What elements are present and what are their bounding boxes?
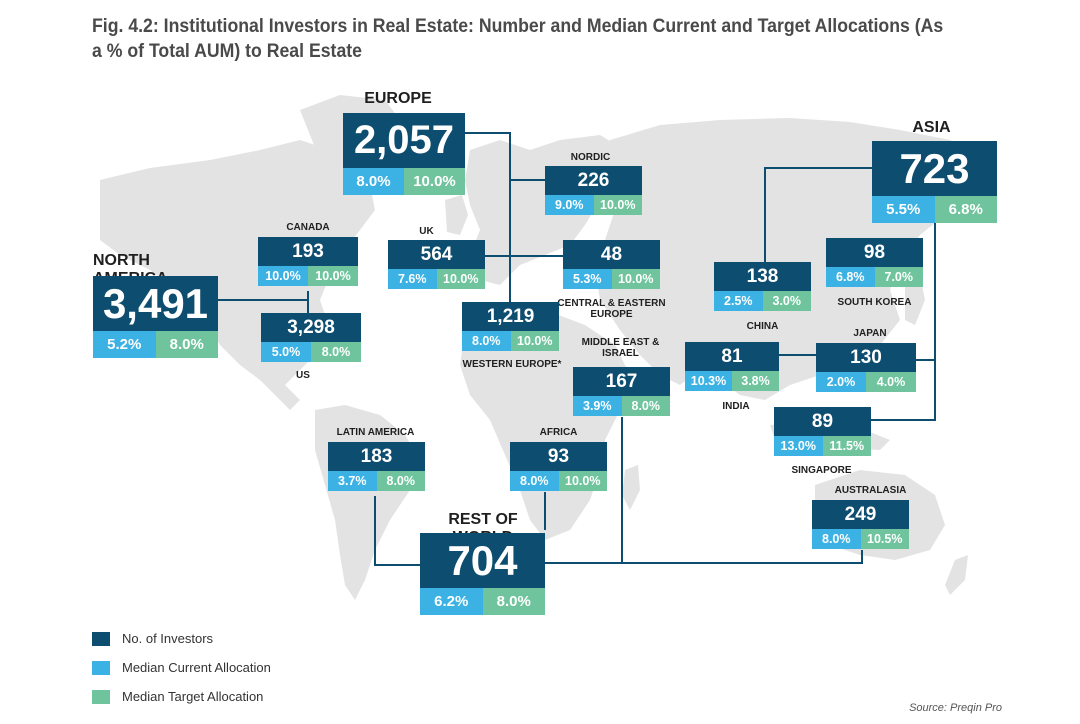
- median-target-allocation: 10.0%: [308, 266, 358, 286]
- median-target-allocation: 8.0%: [311, 342, 361, 362]
- uk-landmass: [445, 195, 468, 235]
- chart-title: Fig. 4.2: Institutional Investors in Rea…: [92, 16, 944, 62]
- connector-asia-china: [764, 167, 872, 262]
- median-current-allocation: 6.2%: [420, 588, 483, 615]
- median-target-allocation: 3.0%: [762, 291, 811, 311]
- median-target-allocation: 10.0%: [510, 331, 559, 351]
- median-target-allocation: 10.0%: [436, 269, 485, 289]
- investor-count: 98: [826, 238, 923, 267]
- region-label: ASIA: [912, 119, 951, 136]
- region-label: EUROPE: [364, 90, 432, 107]
- median-target-allocation: 10.5%: [860, 529, 909, 549]
- median-target-allocation: 6.8%: [934, 196, 997, 223]
- legend-label: No. of Investors: [122, 631, 214, 646]
- legend-label: Median Target Allocation: [122, 689, 264, 704]
- median-target-allocation: 10.0%: [593, 195, 642, 215]
- investor-count: 226: [545, 166, 642, 195]
- median-current-allocation: 5.2%: [93, 331, 156, 358]
- median-target-allocation: 8.0%: [621, 396, 670, 416]
- median-current-allocation: 3.7%: [328, 471, 377, 491]
- region-label: AFRICA: [539, 427, 578, 438]
- median-current-allocation: 6.8%: [826, 267, 875, 287]
- investor-count: 193: [258, 237, 358, 266]
- median-current-allocation: 8.0%: [812, 529, 861, 549]
- region-label: US: [296, 370, 310, 381]
- median-current-allocation: 10.3%: [685, 371, 732, 391]
- region-label: INDIA: [722, 401, 750, 412]
- legend-item-target-allocation: Median Target Allocation: [92, 682, 271, 711]
- region-label: SOUTH KOREA: [837, 297, 912, 308]
- investor-count: 183: [328, 442, 425, 471]
- median-current-allocation: 5.3%: [563, 269, 612, 289]
- median-current-allocation: 3.9%: [573, 396, 622, 416]
- investor-count: 3,298: [261, 313, 361, 342]
- region-label: LATIN AMERICA: [336, 427, 415, 438]
- median-current-allocation: 5.5%: [872, 196, 935, 223]
- region-label: WESTERN EUROPE*: [462, 359, 562, 370]
- region-label: CANADA: [286, 222, 330, 233]
- median-current-allocation: 8.0%: [343, 168, 404, 195]
- investor-count: 167: [573, 367, 670, 396]
- investor-count: 3,491: [93, 276, 218, 331]
- median-current-allocation: 2.5%: [714, 291, 763, 311]
- median-current-allocation: 8.0%: [462, 331, 511, 351]
- legend-label: Median Current Allocation: [122, 660, 271, 675]
- region-label: MIDDLE EAST & ISRAEL: [581, 337, 660, 359]
- legend: No. of Investors Median Current Allocati…: [92, 624, 271, 711]
- connector-row: [545, 550, 863, 564]
- region-label: AUSTRALASIA: [834, 485, 907, 496]
- investor-count: 2,057: [343, 113, 465, 168]
- investor-count: 138: [714, 262, 811, 291]
- median-target-allocation: 7.0%: [874, 267, 923, 287]
- investor-count: 564: [388, 240, 485, 269]
- madagascar-landmass: [622, 465, 640, 510]
- median-current-allocation: 13.0%: [774, 436, 823, 456]
- investor-count: 1,219: [462, 302, 559, 331]
- connector-asia: [871, 223, 936, 421]
- region-label: JAPAN: [853, 328, 887, 339]
- legend-item-current-allocation: Median Current Allocation: [92, 653, 271, 682]
- median-current-allocation: 5.0%: [261, 342, 311, 362]
- connector-lines: [218, 132, 936, 566]
- median-target-allocation: 8.0%: [376, 471, 425, 491]
- median-target-allocation: 10.0%: [558, 471, 607, 491]
- median-current-allocation: 8.0%: [510, 471, 559, 491]
- region-label: CENTRAL & EASTERN EUROPE: [557, 298, 666, 320]
- region-label: UK: [419, 226, 434, 237]
- legend-swatch: [92, 689, 110, 704]
- legend-swatch: [92, 660, 110, 675]
- legend-item-investors: No. of Investors: [92, 624, 271, 653]
- connector-europe: [465, 132, 511, 302]
- median-current-allocation: 10.0%: [258, 266, 308, 286]
- investor-count: 93: [510, 442, 607, 471]
- median-current-allocation: 9.0%: [545, 195, 594, 215]
- investor-count: 704: [420, 533, 545, 588]
- median-target-allocation: 8.0%: [482, 588, 545, 615]
- region-label: CHINA: [746, 321, 779, 332]
- investor-count: 89: [774, 407, 871, 436]
- median-target-allocation: 10.0%: [404, 168, 465, 195]
- investor-count: 723: [872, 141, 997, 196]
- median-target-allocation: 3.8%: [732, 371, 779, 391]
- source-note: Source: Preqin Pro: [909, 702, 1002, 714]
- legend-swatch: [92, 631, 110, 646]
- median-target-allocation: 4.0%: [866, 372, 916, 392]
- connector-row-latam: [374, 496, 420, 566]
- median-target-allocation: 10.0%: [611, 269, 660, 289]
- region-label: SINGAPORE: [791, 465, 852, 476]
- investor-count: 130: [816, 343, 916, 372]
- median-current-allocation: 2.0%: [816, 372, 866, 392]
- new-zealand-landmass: [945, 555, 968, 595]
- region-label: NORDIC: [570, 152, 611, 163]
- investor-count: 249: [812, 500, 909, 529]
- investor-count: 48: [563, 240, 660, 269]
- median-target-allocation: 8.0%: [155, 331, 218, 358]
- japan-landmass: [905, 275, 925, 325]
- investor-count: 81: [685, 342, 779, 371]
- median-current-allocation: 7.6%: [388, 269, 437, 289]
- median-target-allocation: 11.5%: [822, 436, 871, 456]
